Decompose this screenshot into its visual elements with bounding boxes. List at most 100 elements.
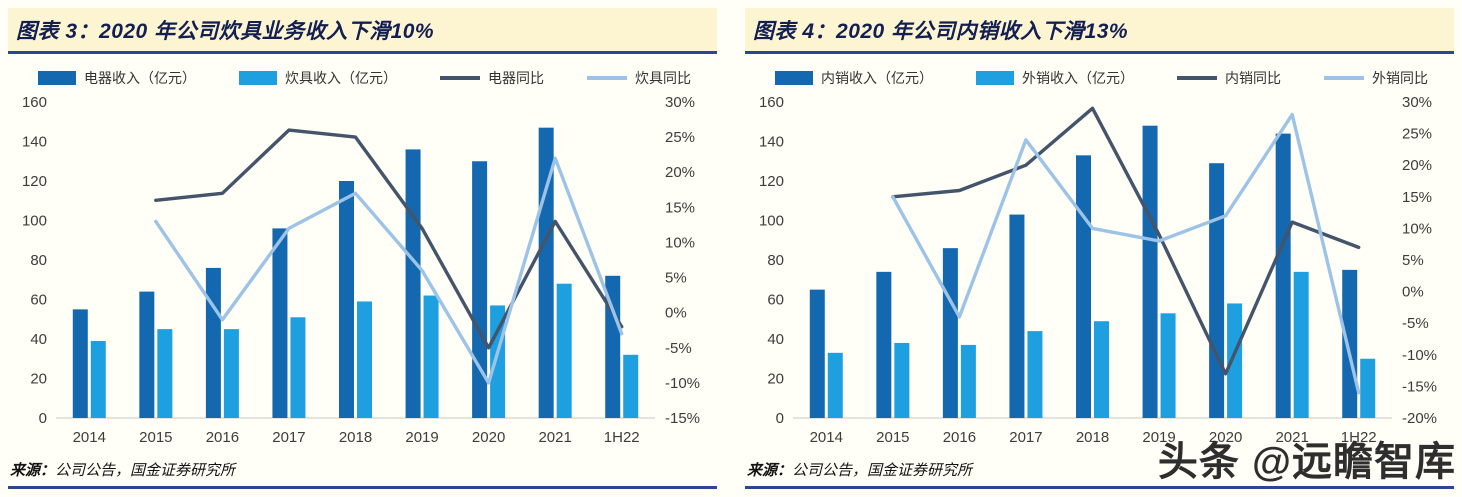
chart-panel-cookware: 图表 3：2020 年公司炊具业务收入下滑10% 电器收入（亿元） 炊具收入（亿… (8, 8, 717, 489)
legend-item: 外销同比 (1324, 68, 1428, 88)
svg-text:2015: 2015 (139, 429, 172, 446)
svg-text:-10%: -10% (665, 375, 700, 392)
svg-text:30%: 30% (665, 94, 695, 111)
svg-text:10%: 10% (665, 234, 695, 251)
source-note: 来源：公司公告，国金证券研究所 (8, 459, 717, 480)
svg-text:2021: 2021 (538, 429, 571, 446)
svg-text:120: 120 (759, 173, 784, 190)
svg-text:-10%: -10% (1402, 347, 1437, 364)
svg-text:160: 160 (759, 94, 784, 111)
svg-text:2015: 2015 (876, 429, 909, 446)
legend-bar-swatch-icon (239, 71, 277, 85)
svg-text:20: 20 (30, 371, 47, 388)
chart-title-bar: 图表 3：2020 年公司炊具业务收入下滑10% (8, 8, 717, 54)
svg-text:100: 100 (759, 213, 784, 230)
svg-text:-15%: -15% (1402, 378, 1437, 395)
legend-item: 炊具同比 (587, 68, 691, 88)
legend-item: 电器收入（亿元） (38, 68, 196, 88)
svg-text:20: 20 (767, 371, 784, 388)
legend-item: 炊具收入（亿元） (239, 68, 397, 88)
svg-text:40: 40 (30, 331, 47, 348)
chart-panels: 图表 3：2020 年公司炊具业务收入下滑10% 电器收入（亿元） 炊具收入（亿… (8, 8, 1454, 489)
legend-line-swatch-icon (1324, 76, 1364, 80)
svg-text:5%: 5% (665, 270, 687, 287)
chart-title-bar: 图表 4：2020 年公司内销收入下滑13% (745, 8, 1454, 54)
svg-text:2016: 2016 (943, 429, 976, 446)
legend-line-swatch-icon (1177, 76, 1217, 80)
svg-text:0: 0 (39, 410, 47, 427)
chart-legend: 内销收入（亿元） 外销收入（亿元） 内销同比 外销同比 (745, 68, 1454, 88)
svg-text:25%: 25% (665, 129, 695, 146)
chart-legend: 电器收入（亿元） 炊具收入（亿元） 电器同比 炊具同比 (8, 68, 717, 88)
legend-label: 炊具同比 (635, 70, 691, 86)
svg-text:40: 40 (767, 331, 784, 348)
bar-line-combo-chart: 0 20 40 60 80 100 120 140 160 -20% -15% -10% -5% 0% 5%… (759, 94, 1437, 446)
svg-text:0%: 0% (665, 305, 687, 322)
legend-item: 内销同比 (1177, 68, 1281, 88)
chart-title: 图表 3：2020 年公司炊具业务收入下滑10% (16, 20, 435, 43)
watermark-text: 头条 @远瞻智库 (1157, 440, 1456, 484)
svg-text:20%: 20% (665, 164, 695, 181)
svg-text:0%: 0% (1402, 284, 1424, 301)
source-text: 公司公告，国金证券研究所 (55, 462, 236, 479)
legend-line-swatch-icon (587, 76, 627, 80)
source-note: 来源：公司公告，国金证券研究所 (745, 459, 1454, 480)
legend-label: 内销同比 (1225, 70, 1281, 86)
legend-label: 炊具收入（亿元） (285, 70, 397, 86)
svg-text:140: 140 (759, 134, 784, 151)
svg-text:2020: 2020 (1209, 429, 1242, 446)
bar-line-combo-chart: 0 20 40 60 80 100 120 140 160 -15% -10% -5% 0% 5% 10% 1… (22, 94, 700, 446)
svg-text:100: 100 (22, 213, 47, 230)
source-text: 公司公告，国金证券研究所 (792, 462, 973, 479)
legend-bar-swatch-icon (38, 71, 76, 85)
svg-text:-20%: -20% (1402, 410, 1437, 427)
svg-text:2018: 2018 (339, 429, 372, 446)
svg-text:2017: 2017 (272, 429, 305, 446)
svg-text:30%: 30% (1402, 94, 1432, 111)
svg-text:15%: 15% (1402, 189, 1432, 206)
svg-text:2018: 2018 (1076, 429, 1109, 446)
svg-text:80: 80 (30, 252, 47, 269)
source-label: 来源： (10, 462, 56, 479)
legend-label: 内销收入（亿元） (821, 70, 933, 86)
svg-text:140: 140 (22, 134, 47, 151)
legend-label: 外销收入（亿元） (1022, 70, 1134, 86)
svg-text:0: 0 (776, 410, 784, 427)
svg-text:25%: 25% (1402, 126, 1432, 143)
svg-text:20%: 20% (1402, 157, 1432, 174)
legend-bar-swatch-icon (976, 71, 1014, 85)
bottom-rule (745, 486, 1454, 489)
svg-text:-15%: -15% (665, 410, 700, 427)
chart-title: 图表 4：2020 年公司内销收入下滑13% (753, 20, 1129, 43)
svg-text:2017: 2017 (1009, 429, 1042, 446)
svg-text:10%: 10% (1402, 220, 1432, 237)
svg-text:1H22: 1H22 (604, 429, 640, 446)
bottom-rule (8, 486, 717, 489)
legend-line-swatch-icon (440, 76, 480, 80)
source-label: 来源： (747, 462, 793, 479)
svg-text:160: 160 (22, 94, 47, 111)
svg-text:1H22: 1H22 (1341, 429, 1377, 446)
svg-text:-5%: -5% (665, 340, 692, 357)
legend-label: 电器同比 (488, 70, 544, 86)
svg-text:2016: 2016 (206, 429, 239, 446)
svg-text:60: 60 (30, 292, 47, 309)
svg-text:2021: 2021 (1275, 429, 1308, 446)
legend-item: 外销收入（亿元） (976, 68, 1134, 88)
legend-label: 外销同比 (1372, 70, 1428, 86)
svg-text:2020: 2020 (472, 429, 505, 446)
watermark: 头条 @远瞻智库 (1158, 429, 1456, 487)
svg-text:15%: 15% (665, 199, 695, 216)
svg-text:120: 120 (22, 173, 47, 190)
svg-text:80: 80 (767, 252, 784, 269)
legend-item: 内销收入（亿元） (775, 68, 933, 88)
legend-item: 电器同比 (440, 68, 544, 88)
svg-text:2014: 2014 (73, 429, 106, 446)
legend-bar-swatch-icon (775, 71, 813, 85)
svg-text:2019: 2019 (405, 429, 438, 446)
svg-text:5%: 5% (1402, 252, 1424, 269)
legend-label: 电器收入（亿元） (84, 70, 196, 86)
svg-text:2019: 2019 (1142, 429, 1175, 446)
svg-text:2014: 2014 (810, 429, 843, 446)
